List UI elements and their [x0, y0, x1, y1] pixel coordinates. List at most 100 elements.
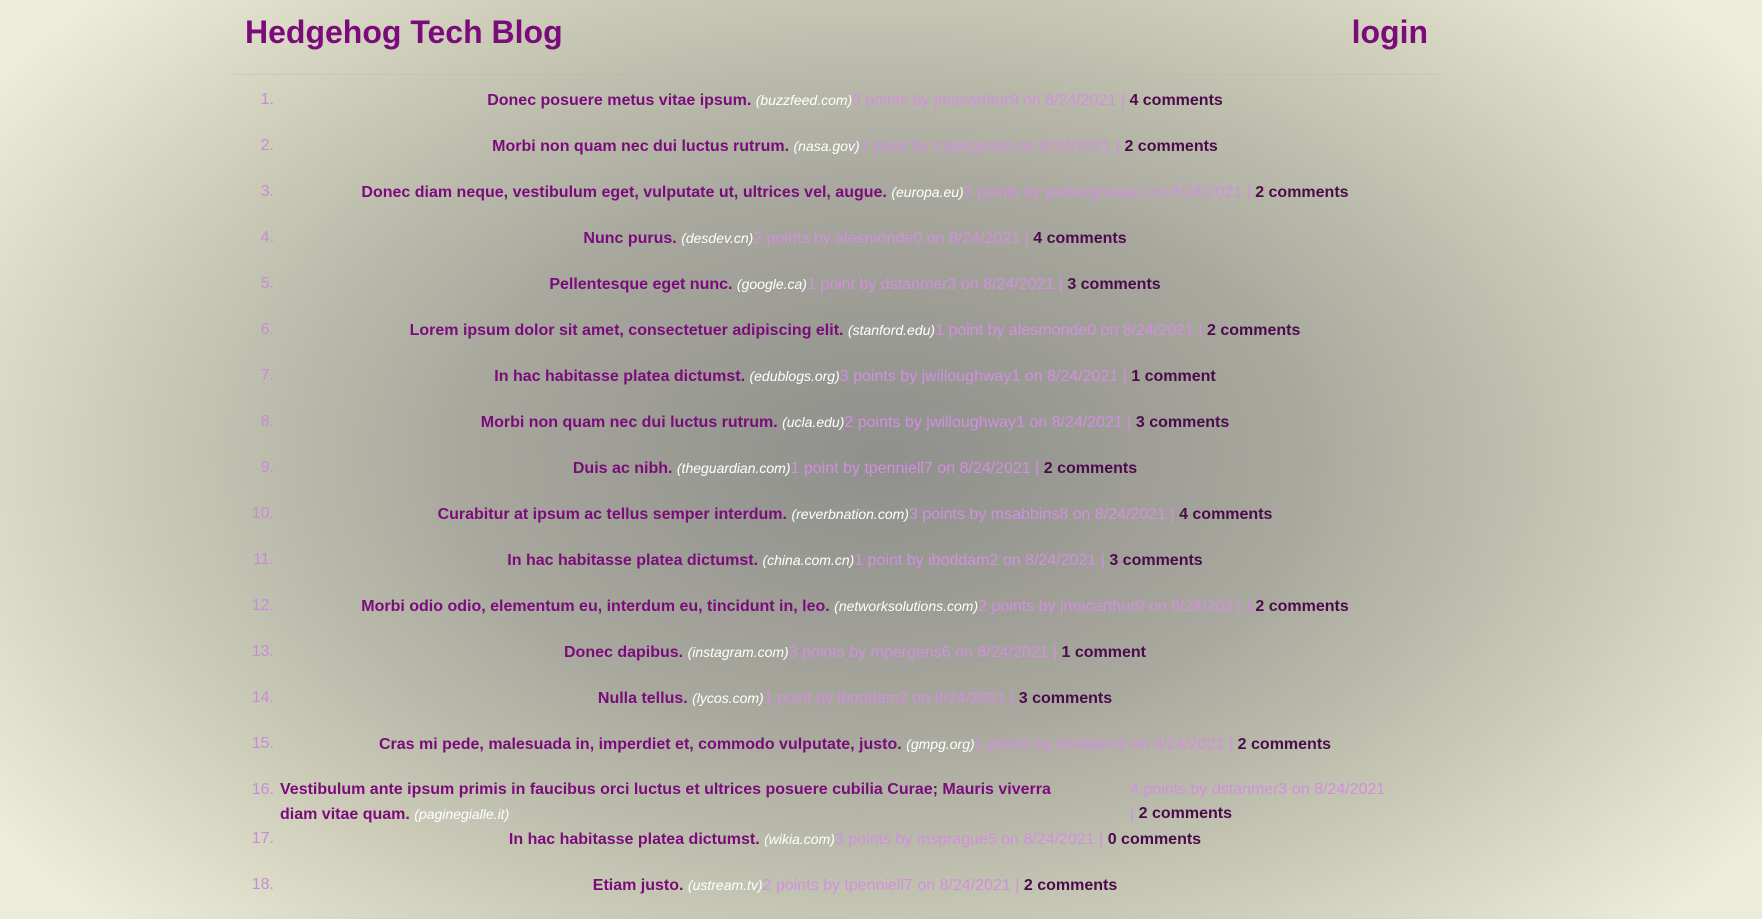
post-title-link[interactable]: In hac habitasse platea dictumst.: [494, 368, 746, 385]
post-title-link[interactable]: Morbi non quam nec dui luctus rutrum.: [492, 138, 790, 155]
post-row: 18. Etiam justo. (ustream.tv)2 points by …: [240, 873, 1430, 919]
post-meta: 1 point by dstanmer3 on 8/24/2021 |: [806, 276, 1063, 293]
post-title-link[interactable]: Lorem ipsum dolor sit amet, consectetuer…: [409, 322, 844, 339]
post-comments-link[interactable]: 2 comments: [1237, 736, 1332, 753]
post-row: 9. Duis ac nibh. (theguardian.com)1 point…: [240, 456, 1430, 502]
post-comments-link[interactable]: 2 comments: [1255, 598, 1349, 615]
post-site: (wikia.com): [764, 831, 835, 847]
post-row: 10. Curabitur at ipsum ac tellus semper i…: [240, 502, 1430, 548]
post-content: Donec dapibus. (instagram.com)3 points b…: [280, 640, 1430, 665]
post-content: Morbi non quam nec dui luctus rutrum. (u…: [280, 410, 1430, 435]
post-comments-link[interactable]: 4 comments: [1033, 230, 1127, 247]
post-meta: 1 point by alesmonde0 on 8/24/2021 |: [935, 322, 1203, 339]
post-row: 12. Morbi odio odio, elementum eu, interd…: [240, 594, 1430, 640]
post-meta: 1 point by iboddam2 on 8/24/2021 |: [854, 552, 1105, 569]
login-link[interactable]: login: [1351, 14, 1428, 50]
post-comments-link[interactable]: 2 comments: [1124, 138, 1218, 155]
post-comments-link[interactable]: 4 comments: [1129, 92, 1223, 109]
post-comments-link[interactable]: 1 comment: [1061, 644, 1146, 661]
post-meta: 3 points by mpergens6 on 8/24/2021 |: [788, 644, 1058, 661]
post-content: Lorem ipsum dolor sit amet, consectetuer…: [280, 318, 1430, 343]
post-comments-link[interactable]: 4 comments: [1179, 506, 1273, 523]
post-site: (paginegialle.it): [414, 806, 510, 822]
post-meta-block: 4 points by dstanmer3 on 8/24/2021 | 2 c…: [1090, 778, 1430, 827]
post-title-link[interactable]: In hac habitasse platea dictumst.: [507, 552, 759, 569]
post-site: (gmpg.org): [906, 736, 975, 752]
post-site: (desdev.cn): [681, 230, 754, 246]
post-meta: 3 points by msprague5 on 8/24/2021 |: [834, 831, 1104, 848]
post-rank: 7.: [260, 367, 274, 384]
post-row: 8. Morbi non quam nec dui luctus rutrum. …: [240, 410, 1430, 456]
post-title-link[interactable]: Nulla tellus.: [597, 690, 688, 707]
post-rank: 13.: [251, 643, 274, 660]
post-content: Donec posuere metus vitae ipsum. (buzzfe…: [280, 88, 1430, 113]
post-comments-link[interactable]: 3 comments: [1109, 552, 1203, 569]
post-site: (stanford.edu): [847, 322, 936, 338]
post-content: Duis ac nibh. (theguardian.com)1 point b…: [280, 456, 1430, 481]
post-rank: 18.: [251, 876, 274, 893]
post-comments-link[interactable]: 2 comments: [1043, 460, 1138, 477]
post-title-link[interactable]: Pellentesque eget nunc.: [549, 276, 733, 293]
post-comments-link[interactable]: 2 comments: [1207, 322, 1301, 339]
post-content: Vestibulum ante ipsum primis in faucibus…: [280, 778, 1430, 827]
post-comments-link[interactable]: 2 comments: [1138, 805, 1232, 822]
post-site: (ustream.tv): [687, 877, 763, 893]
post-row: 1. Donec posuere metus vitae ipsum. (buzz…: [240, 88, 1430, 134]
post-meta: 2 points by jwilloughway1 on 8/24/2021 |: [844, 414, 1132, 431]
post-content: Curabitur at ipsum ac tellus semper inte…: [280, 502, 1430, 527]
post-title-link[interactable]: Cras mi pede, malesuada in, imperdiet et…: [378, 736, 902, 753]
post-title-link[interactable]: Curabitur at ipsum ac tellus semper inte…: [437, 506, 787, 523]
post-meta: 3 points by jwilloughway1 on 8/24/2021 |: [963, 184, 1251, 201]
post-rank: 17.: [251, 830, 274, 847]
post-rank: 2.: [260, 137, 274, 154]
post-meta: 1 point by iboddam2 on 8/24/2021 |: [763, 690, 1015, 707]
post-comments-link[interactable]: 2 comments: [1023, 877, 1118, 894]
post-site: (europa.eu): [891, 184, 964, 200]
post-site: (google.ca): [736, 276, 807, 292]
post-meta: 1 points by iboddam2 on 8/24/2021 |: [974, 736, 1234, 753]
post-site: (lycos.com): [692, 690, 764, 706]
post-comments-link[interactable]: 3 comments: [1067, 276, 1161, 293]
post-title-link[interactable]: Morbi odio odio, elementum eu, interdum …: [361, 598, 830, 615]
post-row: 6. Lorem ipsum dolor sit amet, consectetu…: [240, 318, 1430, 364]
post-rank: 8.: [260, 413, 274, 430]
post-title-link[interactable]: In hac habitasse platea dictumst.: [508, 831, 760, 848]
post-comments-link[interactable]: 3 comments: [1018, 690, 1113, 707]
post-content: Etiam justo. (ustream.tv)2 points by tpe…: [280, 873, 1430, 898]
post-rank: 11.: [252, 551, 274, 568]
post-site: (buzzfeed.com): [755, 92, 853, 108]
post-content: Donec diam neque, vestibulum eget, vulpu…: [280, 180, 1430, 205]
post-title-link[interactable]: Etiam justo.: [592, 877, 684, 894]
post-site: (china.com.cn): [762, 552, 855, 568]
post-comments-link[interactable]: 0 comments: [1107, 831, 1202, 848]
post-site: (networksolutions.com): [834, 598, 979, 614]
post-comments-link[interactable]: 3 comments: [1135, 414, 1230, 431]
post-title-link[interactable]: Vestibulum ante ipsum primis in faucibus…: [280, 781, 1051, 823]
post-comments-link[interactable]: 1 comment: [1131, 368, 1216, 385]
post-rank: 14.: [251, 689, 274, 706]
post-meta: 1 point by mpergens6 on 8/24/2021 |: [859, 138, 1120, 155]
post-rank: 5.: [260, 275, 274, 292]
post-meta: 3 points by jmacarthur9 on 8/24/2021 |: [852, 92, 1125, 109]
post-content: In hac habitasse platea dictumst. (china…: [280, 548, 1430, 573]
site-title-link[interactable]: Hedgehog Tech Blog: [245, 14, 563, 50]
post-title-link[interactable]: Donec dapibus.: [564, 644, 684, 661]
post-row: 2. Morbi non quam nec dui luctus rutrum. …: [240, 134, 1430, 180]
post-site: (ucla.edu): [782, 414, 845, 430]
post-row: 3. Donec diam neque, vestibulum eget, vul…: [240, 180, 1430, 226]
post-meta: 3 points by msabbins8 on 8/24/2021 |: [908, 506, 1175, 523]
post-rank: 10.: [251, 505, 274, 522]
post-title-link[interactable]: Donec posuere metus vitae ipsum.: [487, 92, 752, 109]
post-meta: 2 points by jmacarthur9 on 8/24/2021 |: [978, 598, 1251, 615]
post-title-link[interactable]: Duis ac nibh.: [572, 460, 673, 477]
post-site: (edublogs.org): [749, 368, 840, 384]
post-row: 5. Pellentesque eget nunc. (google.ca)1 p…: [240, 272, 1430, 318]
top-nav: Hedgehog Tech Blog login: [232, 0, 1440, 75]
post-title-link[interactable]: Nunc purus.: [583, 230, 677, 247]
post-comments-link[interactable]: 2 comments: [1255, 184, 1349, 201]
post-meta: 4 points by dstanmer3 on 8/24/2021 |: [1130, 781, 1386, 822]
post-rank: 15.: [251, 735, 274, 752]
post-title-link[interactable]: Morbi non quam nec dui luctus rutrum.: [480, 414, 778, 431]
post-title-link[interactable]: Donec diam neque, vestibulum eget, vulpu…: [361, 184, 887, 201]
post-row: 4. Nunc purus. (desdev.cn)2 points by ale…: [240, 226, 1430, 272]
